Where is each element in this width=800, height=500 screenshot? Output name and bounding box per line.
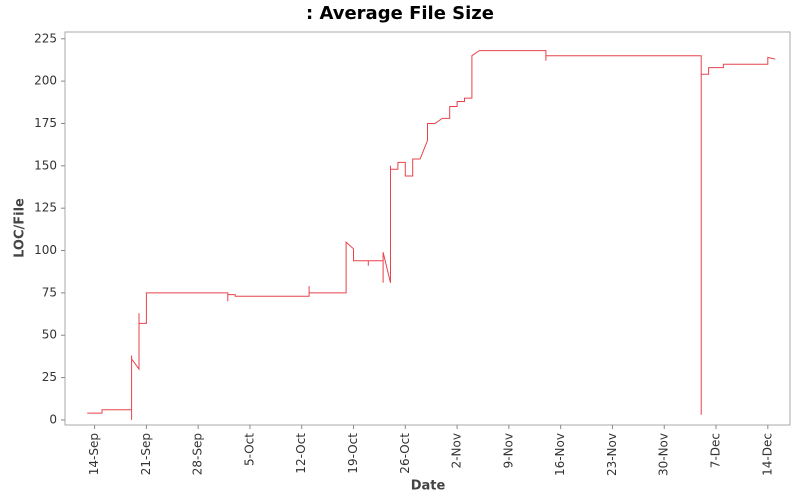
y-tick-label: 150 [34,158,57,172]
x-tick-label: 12-Oct [294,433,308,474]
x-tick-label: 7-Dec [709,433,723,468]
x-tick-label: 19-Oct [346,433,360,474]
y-tick-label: 225 [34,31,57,45]
y-axis-title: LOC/File [13,198,28,258]
x-tick-label: 26-Oct [398,433,412,474]
y-tick-label: 50 [42,328,57,342]
y-tick-label: 0 [49,412,57,426]
chart-title: : Average File Size [306,3,494,24]
y-tick-label: 125 [34,201,57,215]
plot-frame [64,31,791,426]
x-tick-label: 28-Sep [191,433,205,475]
data-line [87,50,776,420]
y-tick-label: 75 [42,285,57,299]
x-tick-label: 14-Dec [760,433,774,476]
x-tick-label: 30-Nov [657,433,671,476]
y-tick-label: 100 [34,243,57,257]
y-tick-label: 175 [34,116,57,130]
x-tick-label: 21-Sep [139,433,153,475]
x-tick-label: 23-Nov [605,433,619,476]
x-axis-title: Date [411,479,446,494]
x-tick-label: 9-Nov [501,433,515,468]
x-tick-label: 5-Oct [242,433,256,466]
y-tick-label: 25 [42,370,57,384]
x-tick-label: 2-Nov [450,433,464,468]
x-tick-label: 16-Nov [553,433,567,476]
x-tick-label: 14-Sep [87,433,101,475]
y-tick-label: 200 [34,74,57,88]
